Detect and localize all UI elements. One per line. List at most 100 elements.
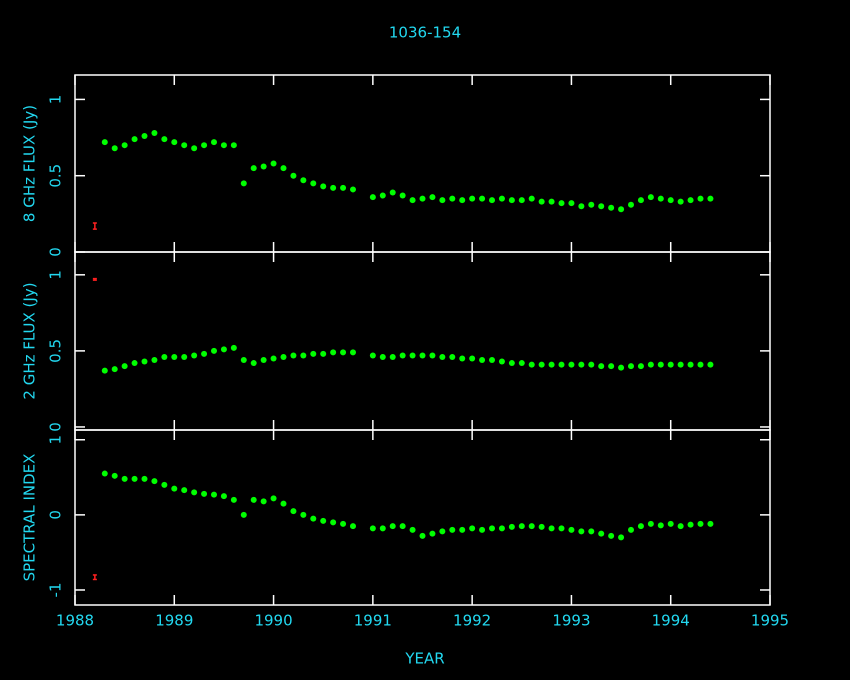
data-point — [459, 355, 466, 362]
data-point — [647, 361, 654, 368]
data-point — [131, 136, 138, 143]
data-point — [369, 194, 376, 201]
data-point — [538, 523, 545, 530]
data-point — [131, 475, 138, 482]
data-point — [181, 487, 188, 494]
data-point — [608, 204, 615, 211]
data-point — [449, 353, 456, 360]
data-point — [121, 142, 128, 149]
data-point — [439, 528, 446, 535]
data-point — [707, 195, 714, 202]
data-point — [121, 363, 128, 370]
data-point — [578, 528, 585, 535]
data-point — [618, 534, 625, 541]
data-point — [667, 520, 674, 527]
data-point — [697, 195, 704, 202]
data-point — [439, 353, 446, 360]
data-point — [538, 361, 545, 368]
data-point — [667, 361, 674, 368]
x-tick-label: 1995 — [751, 612, 789, 630]
data-point — [677, 198, 684, 205]
data-point — [608, 363, 615, 370]
data-point — [628, 363, 634, 370]
data-point — [330, 349, 337, 356]
data-point — [161, 353, 168, 360]
x-tick-label: 1993 — [552, 612, 590, 630]
data-point — [588, 528, 595, 535]
data-point — [379, 192, 386, 199]
data-point — [300, 511, 307, 518]
data-point — [677, 523, 684, 530]
data-point — [171, 485, 178, 492]
data-point — [657, 522, 664, 529]
data-point — [270, 160, 277, 167]
data-point — [201, 490, 208, 497]
data-point — [111, 145, 118, 152]
data-point — [220, 142, 227, 149]
x-tick-label: 1990 — [254, 612, 292, 630]
data-point — [171, 353, 178, 360]
data-point — [469, 525, 476, 532]
data-point — [548, 361, 555, 368]
data-point — [608, 532, 615, 539]
data-point — [270, 495, 277, 502]
data-point — [479, 357, 486, 364]
data-point — [528, 195, 535, 202]
data-point — [508, 360, 515, 367]
data-point — [310, 515, 317, 522]
data-point — [419, 195, 426, 202]
data-point — [558, 525, 565, 532]
data-point — [479, 195, 486, 202]
y-tick-label: 0.5 — [47, 339, 65, 363]
data-point — [141, 475, 148, 482]
data-point — [320, 517, 327, 524]
data-point — [340, 520, 347, 527]
y-tick-label: 0 — [47, 510, 65, 520]
data-point — [330, 184, 337, 191]
data-point — [637, 523, 644, 530]
data-point — [340, 349, 347, 356]
data-point — [121, 475, 128, 482]
data-point — [111, 366, 118, 373]
y-axis-label: 8 GHz FLUX (Jy) — [21, 105, 39, 222]
data-point — [379, 525, 386, 532]
data-point — [330, 519, 337, 526]
data-point — [270, 355, 277, 362]
data-point — [518, 197, 525, 204]
data-point — [320, 183, 327, 190]
data-point — [508, 523, 515, 530]
data-point — [588, 201, 595, 208]
data-point — [280, 353, 287, 360]
error-bar — [92, 277, 97, 281]
data-point — [618, 206, 625, 213]
data-point — [260, 357, 267, 364]
data-point — [637, 363, 644, 370]
data-point — [409, 197, 416, 204]
data-point — [240, 357, 247, 364]
data-point — [399, 523, 406, 530]
data-point — [240, 511, 247, 518]
data-point — [141, 358, 148, 365]
data-point — [489, 197, 495, 204]
data-point — [697, 361, 704, 368]
data-point — [637, 197, 644, 204]
data-point — [211, 139, 217, 146]
data-point — [320, 350, 327, 357]
data-point — [250, 496, 257, 503]
y-tick-label: 1 — [47, 95, 65, 105]
data-point — [280, 165, 287, 172]
data-point — [588, 361, 595, 368]
data-point — [538, 198, 545, 205]
data-point — [389, 523, 396, 530]
data-point — [578, 203, 585, 210]
data-point — [191, 145, 198, 152]
data-point — [111, 472, 118, 479]
chart-title: 1036-154 — [389, 24, 461, 42]
data-point — [230, 496, 237, 503]
x-tick-label: 1991 — [354, 612, 392, 630]
data-point — [290, 352, 297, 359]
data-point — [409, 526, 416, 533]
data-point — [628, 201, 634, 208]
data-point — [201, 350, 208, 357]
